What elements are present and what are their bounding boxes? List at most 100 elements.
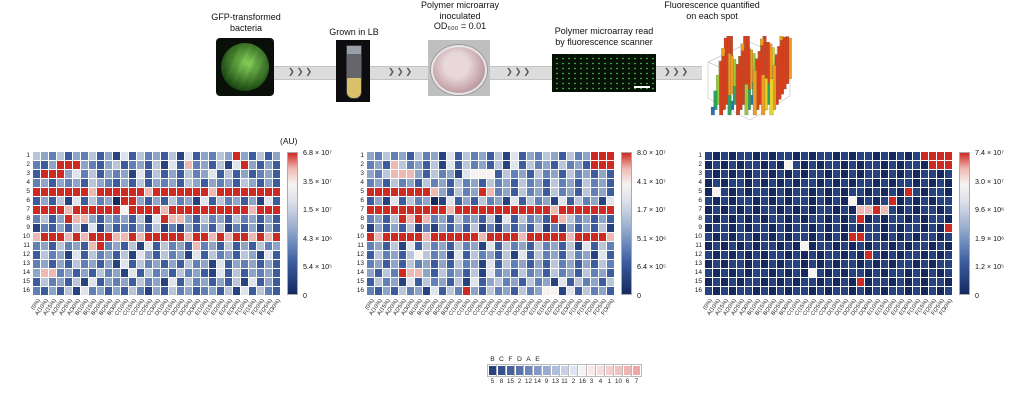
heatmap-cell bbox=[745, 215, 752, 223]
heatmap-cell bbox=[161, 188, 168, 196]
heatmap-cell bbox=[249, 170, 256, 178]
ranking-cell bbox=[559, 364, 570, 377]
heatmap-cell bbox=[567, 179, 574, 187]
heatmap-cell bbox=[551, 170, 558, 178]
heatmap-cell bbox=[407, 287, 414, 295]
heatmap-cell bbox=[137, 215, 144, 223]
heatmap-cell bbox=[753, 242, 760, 250]
row-label: 11 bbox=[23, 242, 30, 249]
colorbar-tick-label: 8.0 × 10⁷ bbox=[637, 148, 666, 157]
heatmap-cell bbox=[487, 269, 494, 277]
row-label: 11 bbox=[357, 242, 364, 249]
heatmap-cell bbox=[575, 278, 582, 286]
heatmap-cell bbox=[375, 170, 382, 178]
heatmap-cell bbox=[209, 188, 216, 196]
heatmap-cell bbox=[567, 287, 574, 295]
heatmap-cell bbox=[599, 152, 606, 160]
heatmap-cell bbox=[33, 197, 40, 205]
heatmap-cell bbox=[817, 188, 824, 196]
heatmap-cell bbox=[503, 188, 510, 196]
heatmap-cell bbox=[519, 170, 526, 178]
heatmap-cell bbox=[833, 242, 840, 250]
heatmap-cell bbox=[375, 269, 382, 277]
heatmap-cell bbox=[265, 197, 272, 205]
colorbar bbox=[287, 152, 298, 295]
heatmap-cell bbox=[793, 188, 800, 196]
heatmap-cell bbox=[873, 179, 880, 187]
heatmap-cell bbox=[897, 233, 904, 241]
heatmap-cell bbox=[391, 251, 398, 259]
heatmap-cell bbox=[177, 233, 184, 241]
heatmap-cell bbox=[721, 215, 728, 223]
heatmap-cell bbox=[753, 197, 760, 205]
heatmap-cell bbox=[713, 152, 720, 160]
heatmap-cell bbox=[889, 287, 896, 295]
heatmap-cell bbox=[543, 260, 550, 268]
heatmap-cell bbox=[583, 188, 590, 196]
heatmap-cell bbox=[57, 188, 64, 196]
heatmap-cell bbox=[785, 278, 792, 286]
heatmap-cell bbox=[265, 251, 272, 259]
heatmap-cell bbox=[527, 242, 534, 250]
heatmap-cell bbox=[367, 206, 374, 214]
heatmap-cell bbox=[217, 278, 224, 286]
heatmap-cell bbox=[65, 161, 72, 169]
heatmap-cell bbox=[535, 251, 542, 259]
heatmap-cell bbox=[423, 269, 430, 277]
heatmap-cell bbox=[809, 170, 816, 178]
heatmap-cell bbox=[713, 224, 720, 232]
heatmap-cell bbox=[97, 251, 104, 259]
heatmap-cell bbox=[33, 170, 40, 178]
heatmap-cell bbox=[225, 170, 232, 178]
colorbar-tick-label: 4.1 × 10⁷ bbox=[637, 176, 666, 186]
colorbar-tick-label: 1.7 × 10⁷ bbox=[637, 205, 666, 215]
heatmap-cell bbox=[575, 242, 582, 250]
heatmap-cell bbox=[599, 287, 606, 295]
heatmap-cell bbox=[527, 188, 534, 196]
heatmap-cell bbox=[761, 197, 768, 205]
heatmap-cell bbox=[543, 152, 550, 160]
heatmap-cell bbox=[599, 233, 606, 241]
heatmap-cell bbox=[273, 188, 280, 196]
heatmap-cell bbox=[817, 251, 824, 259]
heatmap-cell bbox=[591, 197, 598, 205]
heatmap-cell bbox=[129, 233, 136, 241]
row-label: 15 bbox=[356, 278, 364, 285]
heatmap-cell bbox=[367, 278, 374, 286]
heatmap-cell bbox=[137, 260, 144, 268]
heatmap-cell bbox=[801, 161, 808, 169]
heatmap-cell bbox=[833, 260, 840, 268]
heatmap-cell bbox=[455, 197, 462, 205]
heatmap-cell bbox=[865, 170, 872, 178]
ranking-cell bbox=[523, 364, 534, 377]
heatmap-cell bbox=[737, 170, 744, 178]
heatmap-cell bbox=[455, 251, 462, 259]
heatmap-cell bbox=[535, 161, 542, 169]
heatmap-cell bbox=[495, 242, 502, 250]
heatmap-cell bbox=[423, 251, 430, 259]
heatmap-cell bbox=[225, 233, 232, 241]
ranking-number: 6 bbox=[625, 378, 630, 385]
heatmap-cell bbox=[113, 161, 120, 169]
heatmap-cell bbox=[913, 170, 920, 178]
heatmap-cell bbox=[607, 170, 614, 178]
heatmap-cell bbox=[65, 224, 72, 232]
heatmap-cell bbox=[527, 179, 534, 187]
row-label: 4 bbox=[698, 179, 702, 186]
heatmap-cell bbox=[729, 278, 736, 286]
heatmap-cell bbox=[249, 269, 256, 277]
heatmap-cell bbox=[193, 224, 200, 232]
heatmap-cell bbox=[33, 269, 40, 277]
heatmap-cell bbox=[567, 278, 574, 286]
heatmap-cell bbox=[945, 206, 952, 214]
heatmap-cell bbox=[185, 269, 192, 277]
heatmap-cell bbox=[113, 170, 120, 178]
heatmap-cell bbox=[801, 260, 808, 268]
heatmap-cell bbox=[89, 152, 96, 160]
heatmap-cell bbox=[535, 242, 542, 250]
heatmap-cell bbox=[527, 287, 534, 295]
heatmap-cell bbox=[825, 233, 832, 241]
heatmap-cell bbox=[897, 206, 904, 214]
heatmap-cell bbox=[225, 224, 232, 232]
heatmap-cell bbox=[423, 170, 430, 178]
